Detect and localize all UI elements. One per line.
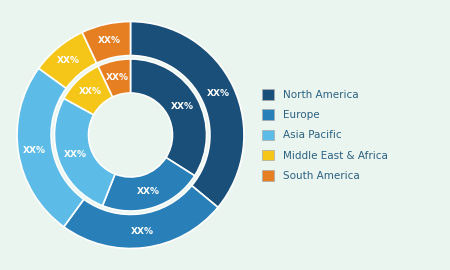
Text: XX%: XX% [131,227,154,236]
Wedge shape [103,157,195,211]
Legend: North America, Europe, Asia Pacific, Middle East & Africa, South America: North America, Europe, Asia Pacific, Mid… [257,84,393,186]
Wedge shape [98,59,130,97]
Wedge shape [64,186,218,248]
Text: XX%: XX% [98,36,121,45]
Wedge shape [17,68,84,227]
Wedge shape [39,32,97,88]
Wedge shape [130,22,244,207]
Text: XX%: XX% [207,89,230,98]
Wedge shape [82,22,130,63]
Wedge shape [64,66,112,115]
Text: XX%: XX% [63,150,86,160]
Text: XX%: XX% [23,146,46,155]
Wedge shape [54,98,115,206]
Wedge shape [130,59,207,176]
Text: XX%: XX% [106,73,129,82]
Text: XX%: XX% [137,187,160,196]
Text: XX%: XX% [57,56,80,65]
Text: XX%: XX% [79,87,102,96]
Text: XX%: XX% [171,102,194,111]
